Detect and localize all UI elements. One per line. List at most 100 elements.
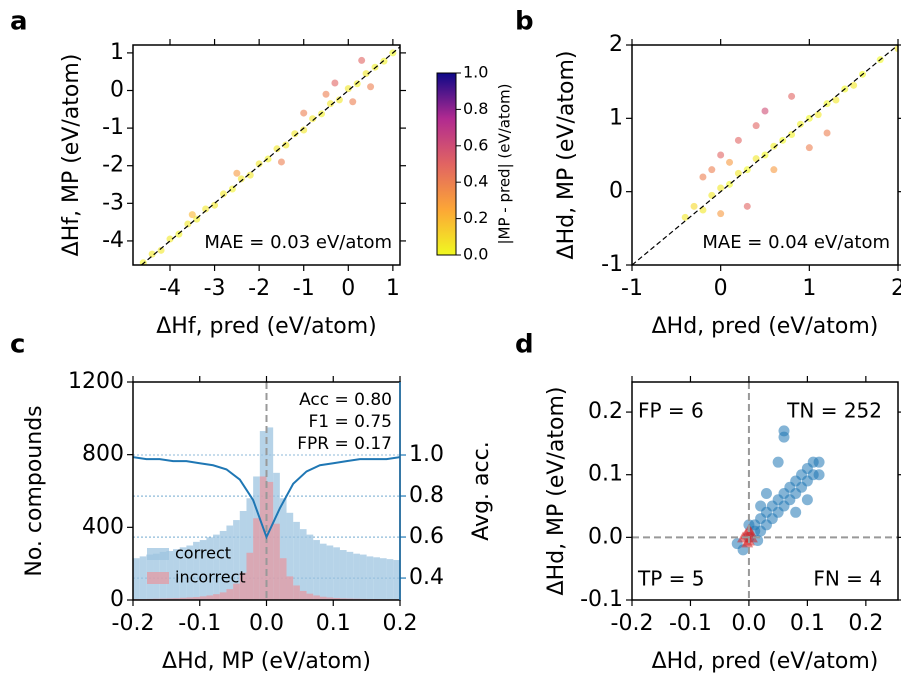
point [752, 122, 760, 130]
histogram-bar [179, 597, 187, 600]
histogram-bar [133, 558, 140, 600]
y-tick-label: -1 [102, 115, 124, 140]
point [708, 166, 716, 174]
histogram-bar [266, 481, 274, 600]
histogram-bar [273, 523, 280, 600]
point [282, 141, 290, 149]
point [233, 169, 241, 177]
point [823, 129, 831, 137]
x-tick-label: 0.0 [249, 611, 284, 636]
axes-frame [631, 381, 899, 601]
point [699, 206, 707, 214]
point [291, 130, 299, 138]
point [832, 96, 840, 104]
histogram-bar [326, 545, 334, 600]
colorbar-tick-label: 0.2 [463, 208, 488, 227]
point [726, 158, 734, 166]
x-tick-label: -0.1 [669, 611, 712, 636]
y-axis-label: ΔHd, MP (eV/atom) [554, 51, 579, 260]
histogram-bar [333, 547, 340, 600]
axes-frame [132, 44, 401, 266]
point [148, 250, 156, 258]
x-axis-label: ΔHd, pred (eV/atom) [652, 314, 879, 339]
histogram-bar [233, 520, 240, 600]
histogram-bar [239, 510, 247, 600]
plot-area [139, 46, 400, 265]
y2-tick-label: 0.6 [409, 524, 444, 549]
y-tick-label: 0 [110, 78, 124, 103]
panel: b -1 0 1 2 -1 0 1 2 ΔHd, pred (eV/atom) ΔHd, MP (e… [515, 7, 901, 339]
quadrant-label: FN = 4 [813, 567, 882, 591]
histogram-bar [299, 590, 307, 600]
quadrant-label: TP = 5 [637, 567, 704, 591]
y-tick-label: 1 [110, 40, 124, 65]
annotation: FPR = 0.17 [297, 434, 392, 454]
point [246, 171, 254, 179]
point [211, 201, 219, 209]
y-tick-label: -0.1 [580, 587, 623, 612]
x-tick-label: 0.2 [848, 611, 883, 636]
point [717, 210, 725, 218]
panel-label: b [515, 7, 534, 37]
colorbar-tick-label: 0.8 [463, 99, 488, 118]
histogram-bar [279, 498, 287, 600]
point [778, 431, 790, 443]
y2-tick-label: 0.4 [409, 565, 444, 590]
point [300, 109, 308, 117]
panel-label: c [10, 330, 25, 360]
legend-label: incorrect [175, 568, 246, 587]
point [770, 166, 778, 174]
histogram-bar [246, 498, 254, 600]
x-tick-label: -4 [159, 276, 181, 301]
y-tick-label: 0.1 [588, 462, 623, 487]
point [708, 191, 716, 199]
histogram-bar [333, 598, 340, 600]
histogram-bar [173, 549, 180, 600]
point [188, 211, 196, 219]
x-tick-label: 0.2 [383, 611, 418, 636]
y-axis-label: ΔHd, MP (eV/atom) [544, 387, 569, 596]
point [255, 160, 263, 168]
point [699, 173, 707, 181]
x-tick-label: -3 [204, 276, 226, 301]
histogram-bar [226, 525, 234, 600]
x-tick-label: 0 [714, 276, 728, 301]
colorbar-label: |MP - pred| (eV/atom) [496, 83, 514, 244]
histogram-bar [199, 596, 207, 600]
histogram-bar [253, 518, 260, 600]
histogram-bar [186, 597, 194, 600]
identity-line [141, 46, 400, 265]
x-tick-label: -0.2 [112, 611, 155, 636]
x-tick-label: 2 [891, 276, 901, 301]
histogram-bar [299, 529, 307, 600]
histogram-bar [286, 576, 294, 600]
y2-tick-label: 0.8 [409, 483, 444, 508]
histogram-bar [219, 592, 227, 600]
point [743, 202, 751, 210]
x-axis-label: ΔHd, pred (eV/atom) [652, 649, 879, 674]
point [202, 205, 210, 213]
point [322, 90, 330, 98]
x-axis-label: ΔHf, pred (eV/atom) [156, 314, 377, 339]
histogram-bar [166, 550, 174, 600]
histogram-bar [259, 476, 267, 600]
x-tick-label: 0 [341, 276, 355, 301]
point [277, 158, 285, 166]
y-tick-label: 1200 [68, 369, 124, 394]
histogram-bar [279, 558, 287, 600]
axes-frame [631, 44, 899, 266]
histogram-bar [179, 547, 187, 600]
point [734, 136, 742, 144]
colorbar [436, 72, 457, 256]
point [300, 126, 308, 134]
y-tick-label: -1 [601, 252, 623, 277]
histogram-bar [166, 598, 174, 600]
y-tick-label: 800 [82, 442, 124, 467]
y-tick-label: 0.0 [588, 524, 623, 549]
histogram-bar [193, 541, 200, 600]
x-tick-label: -2 [248, 276, 270, 301]
histogram-bar [366, 556, 374, 600]
annotation: Acc = 0.80 [299, 390, 392, 410]
